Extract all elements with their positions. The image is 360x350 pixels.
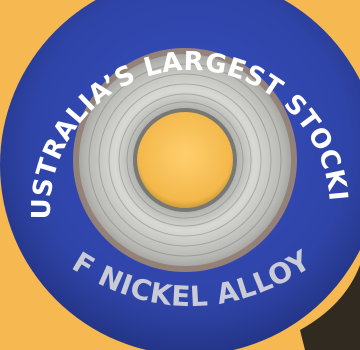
shadow-edge xyxy=(300,265,360,350)
coil-core-hole xyxy=(137,112,233,208)
coil-rings xyxy=(88,63,282,257)
